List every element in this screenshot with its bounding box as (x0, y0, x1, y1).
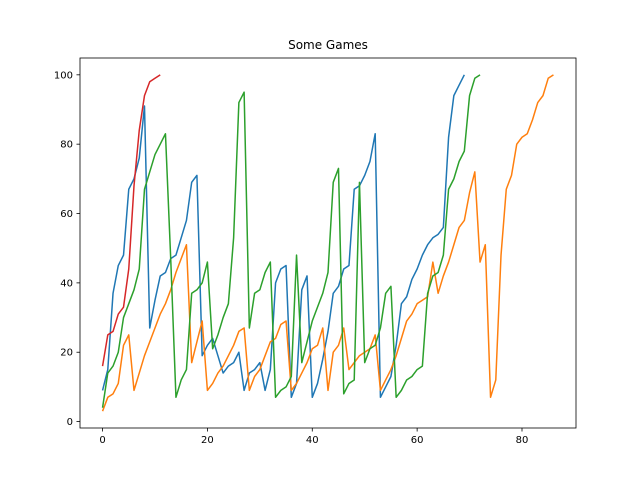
chart-title: Some Games (288, 38, 368, 52)
y-tick-label: 80 (60, 140, 73, 151)
x-tick-label: 60 (411, 435, 424, 446)
series-layer (101, 74, 554, 412)
series-line-1 (101, 74, 465, 399)
y-tick-label: 60 (60, 209, 73, 220)
x-tick-label: 0 (99, 435, 105, 446)
y-tick-label: 100 (54, 70, 73, 81)
series-line-2 (101, 74, 554, 412)
plot-frame (79, 57, 577, 429)
y-tick-label: 20 (60, 348, 73, 359)
x-tick-label: 40 (306, 435, 319, 446)
axes-layer: 0 20 40 60 80 0 20 40 60 80 100 (54, 57, 577, 446)
series-line-4 (101, 74, 161, 367)
x-tick-label: 80 (516, 435, 529, 446)
y-tick-label: 0 (67, 417, 73, 428)
x-tick-label: 20 (201, 435, 214, 446)
series-line-3 (101, 74, 481, 408)
y-tick-label: 40 (60, 278, 73, 289)
